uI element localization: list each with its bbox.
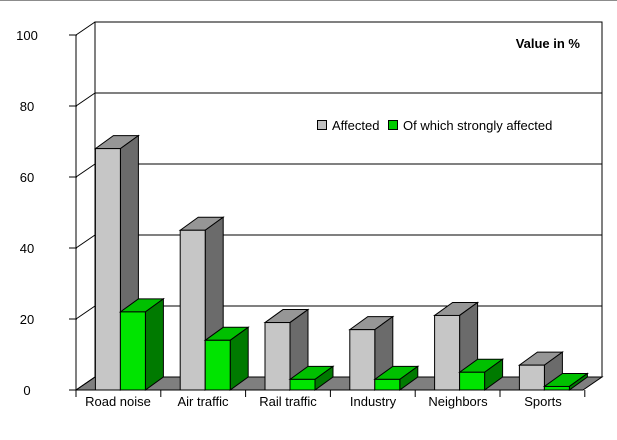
y-axis-label-80: 80 bbox=[19, 99, 35, 114]
bar-front-face bbox=[543, 385, 570, 391]
y-axis-label-40: 40 bbox=[19, 241, 35, 256]
y-depth-line-20 bbox=[75, 305, 96, 320]
legend-marker-affected-icon bbox=[317, 120, 327, 130]
bar-affected-industry bbox=[348, 315, 395, 391]
y-axis-label-60: 60 bbox=[19, 170, 35, 185]
bar-front-face bbox=[374, 378, 401, 391]
bar-front-face bbox=[434, 314, 461, 391]
bar-front-face bbox=[289, 378, 316, 391]
category-label-sports: Sports bbox=[524, 394, 562, 409]
bar-strongly-affected-road-noise bbox=[118, 297, 165, 391]
legend-label-affected: Affected bbox=[332, 117, 380, 133]
bar-strongly-affected-sports bbox=[542, 372, 589, 391]
y-depth-line-0 bbox=[75, 376, 96, 391]
bar-front-face bbox=[179, 229, 206, 391]
category-label-industry: Industry bbox=[349, 394, 397, 409]
bar-front-face bbox=[459, 371, 486, 391]
y-depth-line-100 bbox=[75, 21, 96, 36]
category-label-neighbors: Neighbors bbox=[428, 394, 488, 409]
legend-item-strongly-affected: Of which strongly affected bbox=[388, 117, 553, 133]
bar-strongly-affected-neighbors bbox=[458, 358, 505, 391]
y-axis-label-100: 100 bbox=[16, 28, 38, 43]
y-depth-line-40 bbox=[75, 234, 96, 249]
y-depth-line-60 bbox=[75, 163, 96, 178]
category-label-air-traffic: Air traffic bbox=[177, 394, 229, 409]
category-label-road-noise: Road noise bbox=[85, 394, 151, 409]
legend-item-affected: Affected bbox=[317, 117, 380, 133]
chart-title: Value in % bbox=[515, 36, 580, 51]
bar-side-face bbox=[144, 297, 164, 391]
bar-strongly-affected-rail-traffic bbox=[288, 365, 335, 391]
bar-strongly-affected-air-traffic bbox=[203, 326, 250, 391]
bar-front-face bbox=[119, 311, 146, 391]
category-label-rail-traffic: Rail traffic bbox=[259, 394, 317, 409]
bar-front-face bbox=[94, 148, 121, 391]
legend-marker-strongly-affected-icon bbox=[388, 120, 398, 130]
legend-label-strongly-affected: Of which strongly affected bbox=[403, 117, 553, 133]
bar-affected-sports bbox=[517, 351, 564, 391]
back-wall bbox=[94, 21, 603, 378]
y-axis-label-0: 0 bbox=[23, 383, 31, 398]
y-depth-line-80 bbox=[75, 92, 96, 107]
bar-front-face bbox=[264, 322, 291, 391]
bar-front-face bbox=[518, 364, 545, 391]
image-top-border bbox=[0, 0, 617, 1]
bar-strongly-affected-industry bbox=[373, 365, 420, 391]
y-axis-label-20: 20 bbox=[19, 312, 35, 327]
bar-front-face bbox=[349, 329, 376, 391]
bar-front-face bbox=[204, 339, 231, 391]
